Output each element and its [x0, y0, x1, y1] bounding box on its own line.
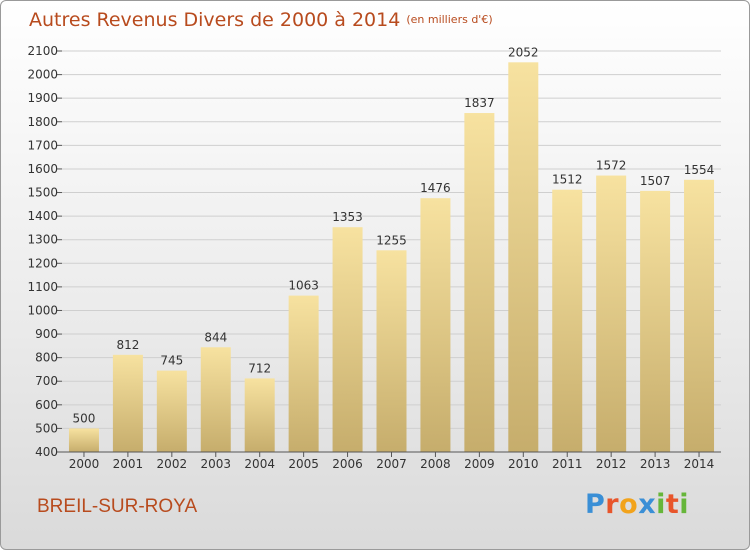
bar-2014: [684, 179, 715, 453]
y-tick-label: 400: [35, 445, 58, 459]
bar-2006: [332, 227, 363, 452]
data-label: 712: [248, 361, 271, 375]
x-tick-label: 2009: [464, 457, 495, 471]
x-tick-label: 2003: [200, 457, 231, 471]
bar-2012: [596, 175, 627, 452]
logo-letter: i: [679, 489, 690, 520]
logo-letter: t: [665, 489, 680, 520]
y-tick-label: 2100: [27, 44, 58, 58]
x-tick-label: 2002: [157, 457, 188, 471]
y-tick-label: 1200: [27, 256, 58, 270]
bar-2009: [464, 113, 495, 453]
x-tick-label: 2004: [244, 457, 275, 471]
bar-2010: [508, 62, 539, 452]
bar-2002: [156, 370, 187, 452]
bar-2001: [112, 354, 143, 452]
data-label: 745: [160, 354, 183, 368]
data-label: 1063: [288, 279, 319, 293]
data-label: 1572: [596, 159, 627, 173]
chart-unit: (en milliers d'€): [406, 13, 493, 26]
y-tick-label: 1500: [27, 186, 58, 200]
bar-2003: [200, 347, 231, 452]
x-tick-label: 2001: [113, 457, 144, 471]
y-tick-label: 700: [35, 374, 58, 388]
logo-letter: o: [619, 489, 639, 520]
x-tick-label: 2006: [332, 457, 363, 471]
bar-2011: [552, 189, 583, 452]
data-label: 1476: [420, 181, 451, 195]
y-tick-label: 500: [35, 421, 58, 435]
x-tick-label: 2014: [684, 457, 715, 471]
data-label: 1554: [684, 163, 715, 177]
bar-2008: [420, 198, 451, 452]
x-tick-label: 2007: [376, 457, 407, 471]
y-tick-label: 1600: [27, 162, 58, 176]
y-tick-label: 1400: [27, 209, 58, 223]
chart-title-text: Autres Revenus Divers de 2000 à 2014: [29, 9, 401, 31]
logo-letter: P: [585, 489, 606, 520]
x-tick-label: 2012: [596, 457, 627, 471]
x-axis-ticks: 2000 2001 2002 2003 2004 2005 2006 2007 2008 2009…: [69, 452, 715, 471]
y-tick-label: 600: [35, 398, 58, 412]
bar-2004: [244, 378, 275, 452]
x-tick-label: 2005: [288, 457, 319, 471]
y-tick-label: 1300: [27, 233, 58, 247]
bar-2005: [288, 295, 319, 452]
data-label: 500: [73, 411, 96, 425]
bar-2013: [640, 190, 671, 452]
data-label: 1255: [376, 233, 407, 247]
y-axis-ticks: 400 500 600 700 800 900 1000 1100 1200 1300 1400 15…: [27, 44, 62, 459]
x-tick-label: 2000: [69, 457, 100, 471]
x-tick-label: 2011: [552, 457, 583, 471]
chart-title: Autres Revenus Divers de 2000 à 2014 (en …: [29, 9, 493, 31]
y-tick-label: 1900: [27, 91, 58, 105]
y-tick-label: 800: [35, 351, 58, 365]
data-label: 1837: [464, 96, 495, 110]
x-tick-label: 2013: [640, 457, 671, 471]
bar-2007: [376, 250, 407, 452]
y-tick-label: 2000: [27, 68, 58, 82]
data-label: 1507: [640, 174, 671, 188]
bar-2000: [68, 428, 99, 452]
data-label: 1512: [552, 173, 583, 187]
commune-name: BREIL-SUR-ROYA: [37, 496, 198, 517]
proxiti-logo: Proxiti: [585, 489, 689, 520]
logo-letter: x: [638, 489, 657, 520]
y-tick-label: 1000: [27, 303, 58, 317]
data-label: 844: [204, 330, 227, 344]
data-label: 1353: [332, 210, 363, 224]
y-tick-label: 1800: [27, 115, 58, 129]
x-tick-label: 2010: [508, 457, 539, 471]
y-tick-label: 1100: [27, 280, 58, 294]
bars: [68, 62, 715, 453]
logo-letter: r: [605, 489, 620, 520]
y-tick-label: 1700: [27, 138, 58, 152]
data-label: 812: [116, 338, 139, 352]
y-tick-label: 900: [35, 327, 58, 341]
data-labels: 500 812 745 844 712 1063 1353 1255 1476 1837 2052 1…: [73, 45, 715, 425]
logo-letter: i: [656, 489, 666, 520]
x-tick-label: 2008: [420, 457, 451, 471]
data-label: 2052: [508, 45, 539, 59]
